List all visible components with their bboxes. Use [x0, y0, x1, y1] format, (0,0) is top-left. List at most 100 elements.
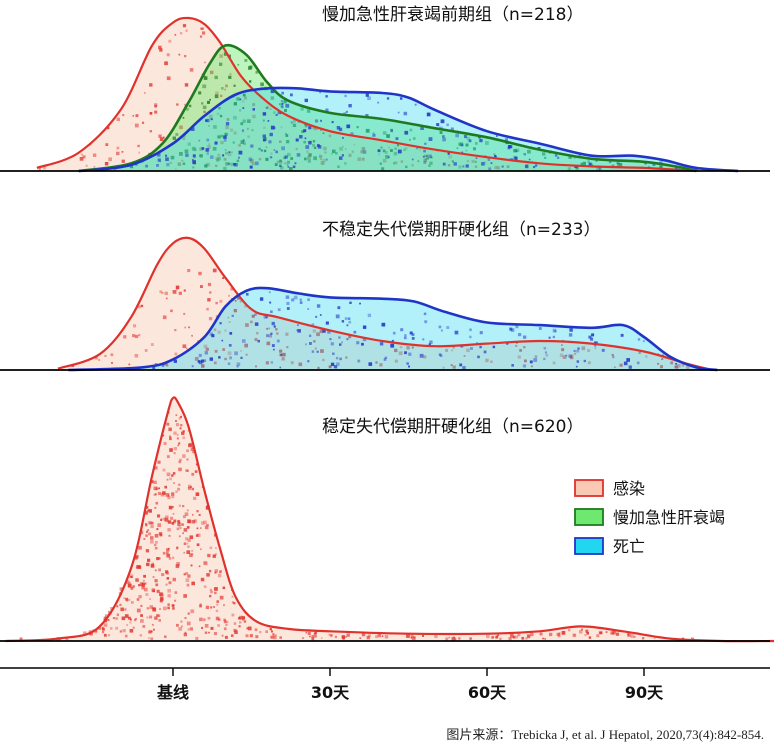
dot-infection [313, 632, 317, 636]
dot-infection [312, 329, 316, 333]
dot-infection [223, 618, 226, 622]
dot-infection [150, 536, 154, 540]
dot-infection [344, 148, 347, 150]
dot-infection [519, 349, 522, 352]
dot-infection [399, 345, 403, 349]
dot-death [315, 119, 319, 123]
dot-infection [208, 631, 210, 634]
dot-death [404, 351, 407, 355]
dot-death [438, 353, 442, 356]
dot-aclf [274, 163, 278, 166]
dot-death [408, 365, 410, 368]
dot-death [397, 111, 400, 114]
dot-infection [150, 524, 154, 529]
x-tick-label: 60天 [468, 683, 507, 702]
dot-infection [206, 307, 209, 311]
dot-death [269, 132, 273, 137]
dot-infection [227, 351, 232, 356]
dot-infection [406, 634, 410, 638]
dot-death [514, 156, 518, 160]
dot-infection [116, 151, 120, 156]
dot-infection [322, 158, 326, 163]
dot-infection [346, 633, 350, 637]
dot-death [203, 359, 207, 362]
dot-infection [515, 344, 518, 347]
dot-infection [596, 167, 600, 171]
dot-infection [630, 634, 635, 638]
dot-infection [225, 623, 228, 626]
dot-aclf [232, 141, 235, 144]
dot-infection [279, 349, 283, 353]
dot-infection [98, 359, 101, 361]
dot-infection [605, 631, 608, 633]
dot-infection [233, 309, 237, 313]
dot-infection [686, 365, 690, 370]
dot-aclf [202, 84, 207, 89]
dot-infection [138, 334, 141, 337]
dot-death [329, 338, 332, 341]
dot-aclf [568, 155, 572, 159]
dot-death [242, 339, 246, 343]
dot-aclf [284, 109, 287, 112]
dot-death [424, 320, 428, 324]
dot-infection [144, 92, 146, 94]
dot-infection [375, 361, 378, 364]
dot-aclf [287, 152, 291, 157]
dot-infection [150, 539, 154, 544]
dot-death [331, 121, 334, 124]
dot-infection [510, 633, 514, 638]
dot-infection [166, 422, 170, 426]
dot-death [315, 315, 318, 318]
dot-aclf [293, 119, 296, 123]
dot-infection [148, 509, 152, 513]
dot-infection [202, 618, 206, 622]
dot-infection [166, 548, 170, 552]
dot-infection [165, 297, 168, 300]
dot-infection [351, 150, 354, 153]
dot-infection [153, 480, 157, 484]
dot-death [476, 342, 478, 344]
dot-death [510, 328, 515, 332]
dot-infection [328, 365, 332, 369]
dot-infection [330, 634, 333, 637]
dot-death [595, 159, 598, 162]
curve-infection-2 [57, 236, 713, 372]
dot-aclf [339, 147, 343, 151]
dot-infection [223, 620, 227, 624]
dot-death [450, 127, 454, 131]
dot-infection [224, 149, 227, 151]
dot-infection [178, 442, 181, 445]
dot-infection [275, 634, 277, 636]
dot-aclf [616, 164, 620, 167]
dot-aclf [244, 59, 248, 62]
dot-death [479, 331, 483, 335]
dot-infection [204, 631, 208, 634]
dot-infection [104, 354, 107, 357]
dot-death [419, 353, 424, 358]
dot-aclf [417, 160, 420, 163]
dot-aclf [312, 143, 315, 147]
dot-death [210, 155, 214, 159]
dot-aclf [308, 153, 312, 157]
dot-infection [406, 346, 410, 350]
dot-infection [320, 637, 323, 639]
dot-death [209, 357, 213, 361]
dot-infection [182, 24, 187, 28]
dot-infection [119, 630, 122, 633]
dot-death [460, 143, 464, 147]
dot-infection [208, 317, 213, 321]
dot-infection [378, 153, 380, 156]
dot-infection [645, 355, 648, 358]
dot-death [406, 362, 409, 365]
dot-infection [154, 103, 158, 107]
dot-infection [194, 357, 199, 361]
dot-infection [305, 631, 308, 634]
dot-infection [231, 613, 235, 617]
dot-infection [156, 557, 160, 561]
dot-aclf [260, 82, 264, 87]
dot-death [211, 334, 215, 338]
dot-infection [119, 603, 122, 606]
dot-infection [179, 415, 182, 418]
dot-infection [526, 634, 531, 638]
dot-death [469, 328, 472, 332]
